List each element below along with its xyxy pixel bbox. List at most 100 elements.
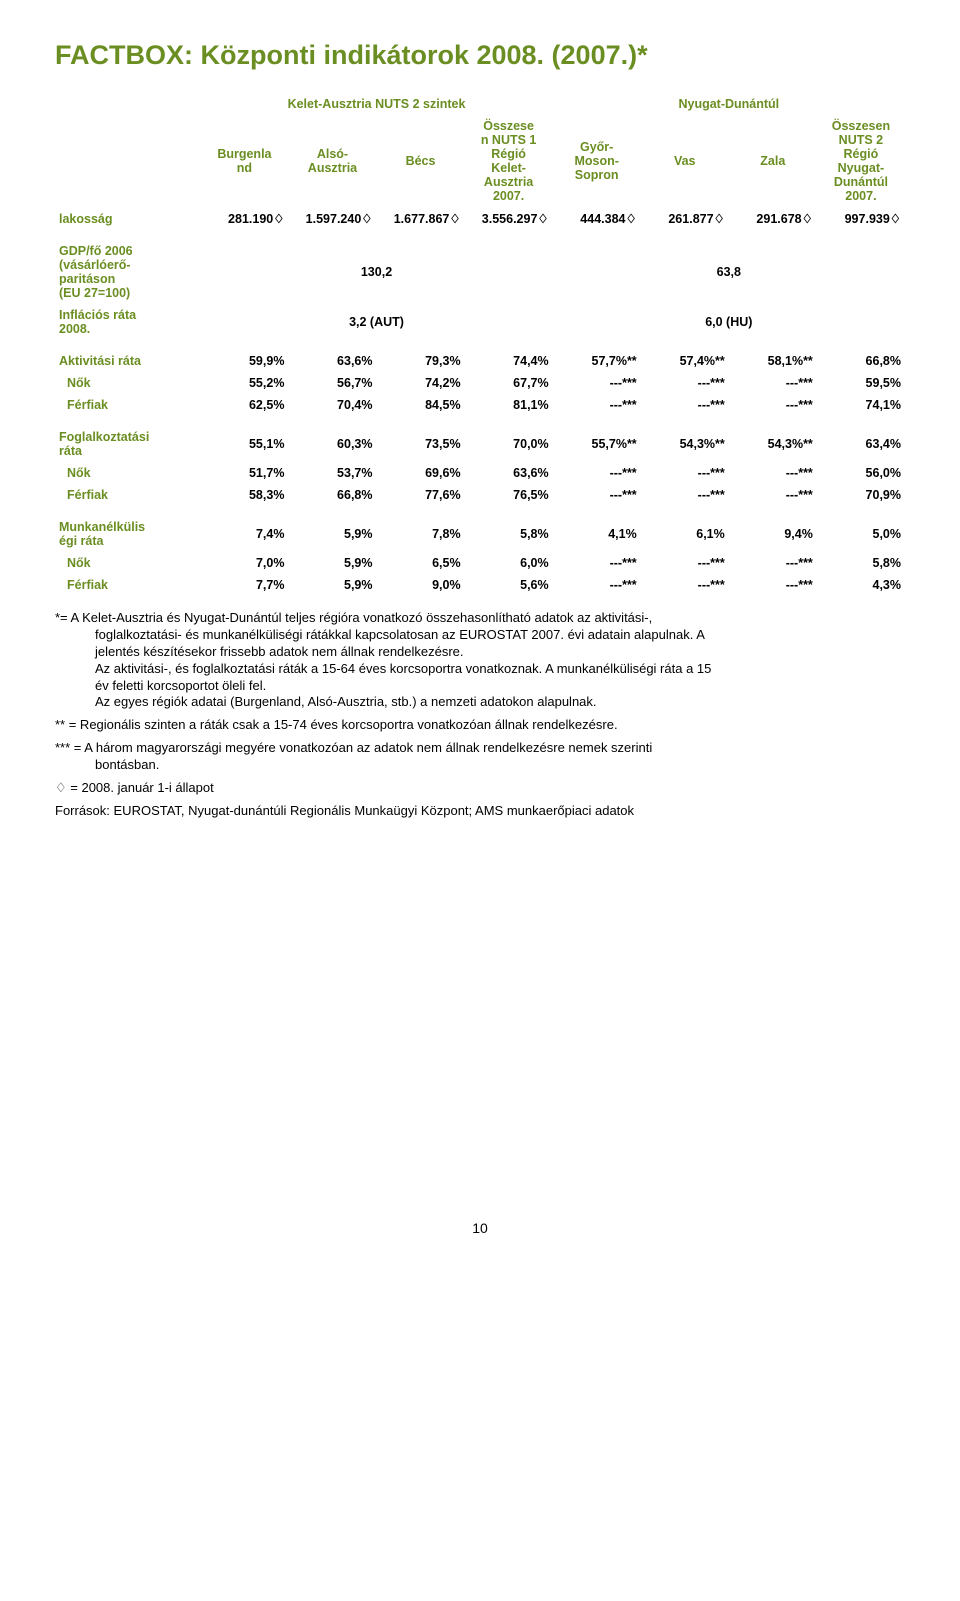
cell: 9,4% (729, 516, 817, 552)
cell: ---*** (641, 394, 729, 416)
cell: ---*** (553, 462, 641, 484)
cell: 55,7%** (553, 426, 641, 462)
cell: ---*** (553, 372, 641, 394)
row-gdp: GDP/fő 2006(vásárlóerő-paritáson(EU 27=1… (55, 240, 905, 304)
cell: 59,5% (817, 372, 905, 394)
cell: 63,6% (288, 350, 376, 372)
cell: 1.597.240♢ (288, 207, 376, 230)
row-fog-ferfiak: Férfiak 58,3% 66,8% 77,6% 76,5% ---*** -… (55, 484, 905, 506)
cell: 51,7% (200, 462, 288, 484)
label-mun-nok: Nők (55, 552, 200, 574)
col-becs: Bécs (377, 115, 465, 207)
label-munkanel: Munkanélküliségi ráta (55, 516, 200, 552)
cell: 74,4% (465, 350, 553, 372)
cell: ---*** (553, 574, 641, 596)
cell: 261.877♢ (641, 207, 729, 230)
cell: ---*** (641, 484, 729, 506)
cell: ---*** (729, 372, 817, 394)
col-gyor: Győr-Moson-Sopron (553, 115, 641, 207)
cell: 5,8% (465, 516, 553, 552)
indicator-table: Kelet-Ausztria NUTS 2 szintek Nyugat-Dun… (55, 93, 905, 596)
cell: ---*** (729, 484, 817, 506)
col-also-ausztria: Alsó-Ausztria (288, 115, 376, 207)
cell: 444.384♢ (553, 207, 641, 230)
col-vas: Vas (641, 115, 729, 207)
cell: 66,8% (817, 350, 905, 372)
spacer (55, 230, 905, 240)
footnote-diamond: ♢ = 2008. január 1-i állapot (55, 780, 905, 797)
cell: 5,9% (288, 574, 376, 596)
cell: 56,0% (817, 462, 905, 484)
cell: 67,7% (465, 372, 553, 394)
footnote-1a: *= A Kelet-Ausztria és Nyugat-Dunántúl t… (55, 610, 652, 625)
row-foglalk: Foglalkoztatásiráta 55,1% 60,3% 73,5% 70… (55, 426, 905, 462)
cell: 5,8% (817, 552, 905, 574)
footnote-1e: év feletti korcsoportot öleli fel. (95, 678, 266, 695)
cell: 57,7%** (553, 350, 641, 372)
cell: 58,3% (200, 484, 288, 506)
cell: ---*** (553, 552, 641, 574)
footnotes: *= A Kelet-Ausztria és Nyugat-Dunántúl t… (55, 610, 905, 820)
cell: 59,9% (200, 350, 288, 372)
col-burgenland: Burgenland (200, 115, 288, 207)
row-akt-ferfiak: Férfiak 62,5% 70,4% 84,5% 81,1% ---*** -… (55, 394, 905, 416)
cell-infl-right: 6,0 (HU) (553, 304, 905, 340)
col-osszesen-kelet: Összesen NUTS 1RégióKelet-Ausztria2007. (465, 115, 553, 207)
cell: 63,6% (465, 462, 553, 484)
cell: 4,1% (553, 516, 641, 552)
cell: 3.556.297♢ (465, 207, 553, 230)
label-mun-ferfiak: Férfiak (55, 574, 200, 596)
cell: 55,1% (200, 426, 288, 462)
factbox-title: FACTBOX: Központi indikátorok 2008. (200… (55, 40, 905, 71)
cell: 7,7% (200, 574, 288, 596)
footnote-3b: bontásban. (95, 757, 159, 774)
cell: 6,5% (377, 552, 465, 574)
cell: ---*** (553, 484, 641, 506)
footnote-1d: Az aktivitási-, és foglalkoztatási ráták… (95, 661, 711, 678)
cell: ---*** (641, 462, 729, 484)
row-akt-nok: Nők 55,2% 56,7% 74,2% 67,7% ---*** ---**… (55, 372, 905, 394)
cell: 5,6% (465, 574, 553, 596)
cell: 997.939♢ (817, 207, 905, 230)
page-container: FACTBOX: Központi indikátorok 2008. (200… (0, 0, 960, 1266)
row-mun-nok: Nők 7,0% 5,9% 6,5% 6,0% ---*** ---*** --… (55, 552, 905, 574)
label-akt-ferfiak: Férfiak (55, 394, 200, 416)
cell: 62,5% (200, 394, 288, 416)
cell: 63,4% (817, 426, 905, 462)
col-zala: Zala (729, 115, 817, 207)
row-aktivitasi: Aktivitási ráta 59,9% 63,6% 79,3% 74,4% … (55, 350, 905, 372)
row-munkanel: Munkanélküliségi ráta 7,4% 5,9% 7,8% 5,8… (55, 516, 905, 552)
cell: 56,7% (288, 372, 376, 394)
header-blank (55, 93, 200, 115)
page-number: 10 (55, 1220, 905, 1236)
cell: 58,1%** (729, 350, 817, 372)
cell: 57,4%** (641, 350, 729, 372)
cell: 9,0% (377, 574, 465, 596)
cell: 1.677.867♢ (377, 207, 465, 230)
cell: ---*** (641, 574, 729, 596)
label-gdp: GDP/fő 2006(vásárlóerő-paritáson(EU 27=1… (55, 240, 200, 304)
cell: 70,0% (465, 426, 553, 462)
row-mun-ferfiak: Férfiak 7,7% 5,9% 9,0% 5,6% ---*** ---**… (55, 574, 905, 596)
cell: ---*** (729, 394, 817, 416)
cell: 54,3%** (641, 426, 729, 462)
footnote-1c: jelentés készítésekor frissebb adatok ne… (95, 644, 464, 661)
cell: 77,6% (377, 484, 465, 506)
footnote-1f: Az egyes régiók adatai (Burgenland, Alsó… (95, 694, 597, 711)
row-fog-nok: Nők 51,7% 53,7% 69,6% 63,6% ---*** ---**… (55, 462, 905, 484)
cell: 281.190♢ (200, 207, 288, 230)
cell: 60,3% (288, 426, 376, 462)
cell: ---*** (553, 394, 641, 416)
cell: 53,7% (288, 462, 376, 484)
cell: ---*** (641, 372, 729, 394)
cell: 4,3% (817, 574, 905, 596)
cell-gdp-right: 63,8 (553, 240, 905, 304)
cell: 79,3% (377, 350, 465, 372)
spacer (55, 340, 905, 350)
header-region-right: Nyugat-Dunántúl (553, 93, 905, 115)
cell: 54,3%** (729, 426, 817, 462)
footnote-3a: *** = A három magyarországi megyére vona… (55, 740, 652, 755)
cell: ---*** (729, 574, 817, 596)
cell: ---*** (641, 552, 729, 574)
cell: 74,2% (377, 372, 465, 394)
